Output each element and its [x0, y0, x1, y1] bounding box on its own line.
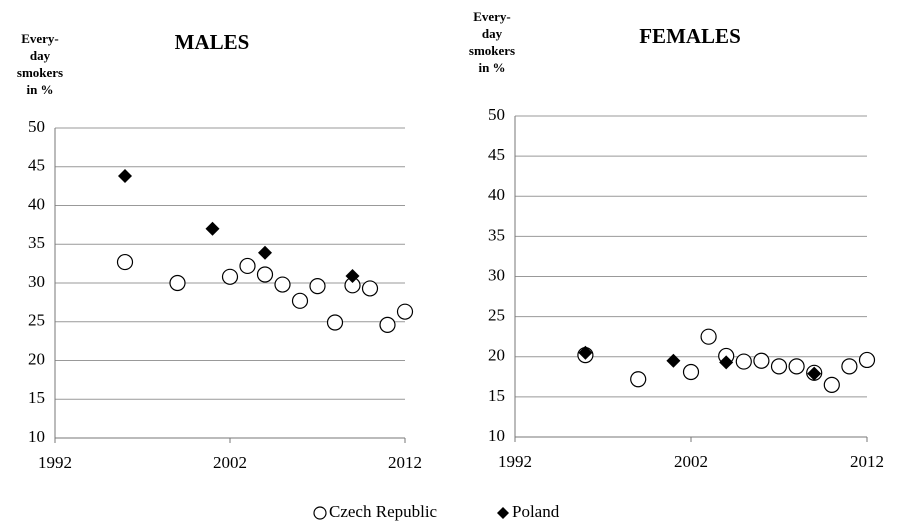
y-axis-label: smokers: [17, 65, 63, 80]
poland-point: [205, 221, 220, 236]
czech-point: [239, 257, 256, 275]
x-tick-label: 2002: [213, 453, 247, 472]
czech-point: [221, 268, 239, 285]
y-tick-label: 25: [28, 311, 45, 330]
y-tick-label: 35: [488, 225, 505, 244]
czech-point: [753, 352, 770, 369]
czech-point: [700, 328, 717, 345]
chart-title: MALES: [175, 30, 250, 54]
czech-point: [309, 278, 326, 295]
y-tick-label: 30: [28, 272, 45, 291]
czech-point: [256, 266, 274, 283]
y-tick-label: 40: [488, 185, 505, 204]
y-axis-label: in %: [478, 60, 505, 75]
czech-point: [379, 316, 396, 333]
y-tick-label: 45: [28, 156, 45, 175]
czech-point: [274, 276, 291, 293]
x-tick-label: 1992: [38, 453, 72, 472]
y-axis-label: Every-: [473, 9, 511, 24]
czech-point: [630, 371, 647, 388]
poland-point: [118, 169, 132, 184]
y-tick-label: 50: [488, 105, 505, 124]
czech-point: [770, 358, 788, 375]
y-tick-label: 40: [28, 194, 45, 213]
czech-point: [326, 314, 344, 331]
y-tick-label: 35: [28, 233, 45, 252]
x-tick-label: 2012: [388, 453, 422, 472]
legend-marker: [497, 507, 509, 519]
poland-point: [807, 366, 822, 381]
czech-point: [841, 358, 858, 375]
y-tick-label: 25: [488, 306, 505, 325]
poland-point: [258, 245, 272, 260]
czech-point: [361, 280, 379, 297]
y-axis-label: day: [30, 48, 51, 63]
y-tick-label: 20: [28, 349, 45, 368]
y-axis-label: smokers: [469, 43, 515, 58]
y-tick-label: 15: [28, 388, 45, 407]
legend-marker: [313, 506, 327, 520]
x-tick-label: 2002: [674, 452, 708, 471]
czech-point: [823, 376, 840, 393]
y-tick-label: 10: [28, 427, 45, 446]
czech-point: [735, 353, 752, 370]
y-tick-label: 50: [28, 117, 45, 136]
y-tick-label: 10: [488, 426, 505, 445]
chart-title: FEMALES: [639, 24, 741, 48]
poland-point: [578, 345, 593, 360]
czech-point: [116, 253, 134, 271]
y-tick-label: 15: [488, 386, 505, 405]
czech-point: [396, 303, 414, 320]
czech-point: [169, 274, 186, 292]
y-tick-label: 30: [488, 265, 505, 284]
poland-point: [719, 355, 734, 370]
legend-label: Poland: [512, 502, 560, 521]
czech-point: [682, 363, 700, 381]
czech-point: [788, 358, 805, 375]
y-axis-label: Every-: [21, 31, 59, 46]
y-tick-label: 20: [488, 346, 505, 365]
y-axis-label: day: [482, 26, 503, 41]
y-axis-label: in %: [26, 82, 53, 97]
czech-point: [858, 351, 876, 369]
legend-label: Czech Republic: [329, 502, 438, 521]
poland-point: [666, 353, 681, 368]
y-tick-label: 45: [488, 145, 505, 164]
x-tick-label: 1992: [498, 452, 532, 471]
x-tick-label: 2012: [850, 452, 884, 471]
czech-point: [291, 292, 309, 309]
poland-point: [345, 269, 360, 284]
